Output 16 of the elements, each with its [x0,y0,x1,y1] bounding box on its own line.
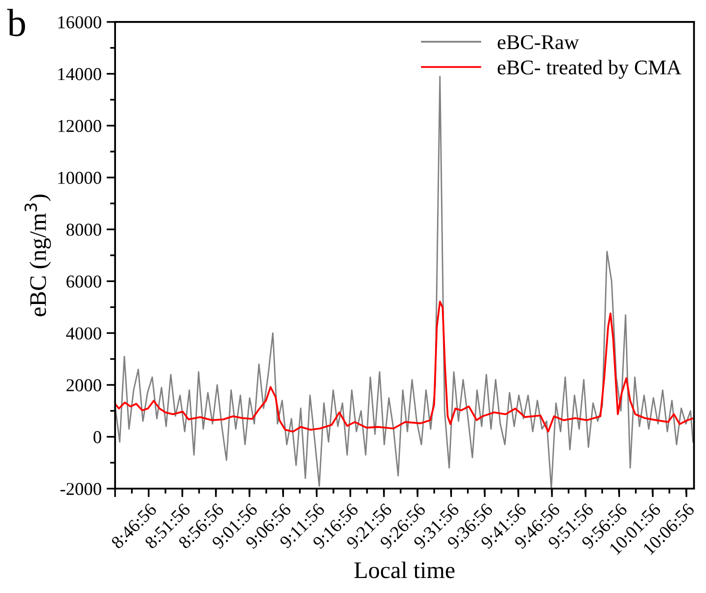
y-tick-label: 10000 [58,172,102,184]
y-tick-label: 0 [94,431,102,444]
x-axis-title: Local time [354,562,455,578]
line-series [115,300,694,432]
chart-title: b [7,8,26,36]
y-tick-label: 4000 [66,327,102,340]
legend-label: eBC- treated by CMA [498,60,682,79]
y-tick-label: 16000 [58,16,102,28]
y-tick-label: 14000 [58,68,102,80]
legend-label: eBC-Raw [498,35,579,50]
y-tick-label: 8000 [66,224,102,236]
y-tick-label: 2000 [66,379,102,392]
y-axis-title: eBC (ng/m$^{3}$) [24,194,51,316]
y-tick-label: 12000 [58,120,102,132]
y-tick-label: -2000 [60,482,102,496]
y-tick-label: 6000 [66,275,102,288]
